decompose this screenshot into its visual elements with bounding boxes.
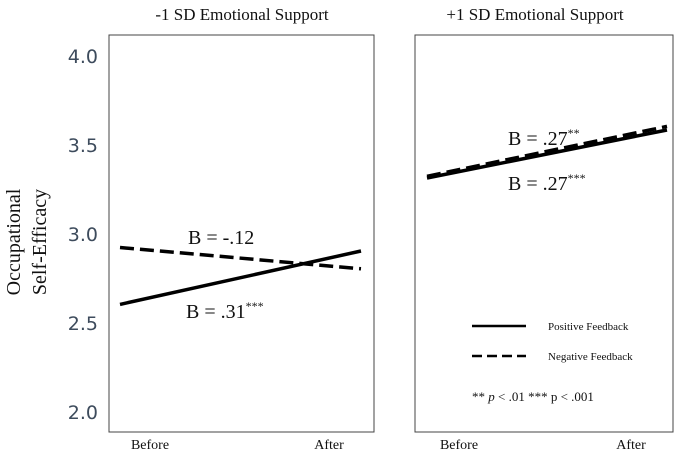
series-lines <box>426 124 668 180</box>
x-tick-label: Before <box>131 438 169 453</box>
panel-left: -1 SD Emotional Support Before After B =… <box>108 5 375 453</box>
y-tick-label: 3.5 <box>68 135 98 157</box>
positive-feedback-line <box>426 128 668 180</box>
annotation-negative: B = .27** <box>508 126 580 150</box>
panel-frame <box>108 34 375 433</box>
y-ticks: 4.0 3.5 3.0 2.5 2.0 <box>68 46 98 424</box>
annotation-positive: B = .31*** <box>186 299 264 323</box>
legend-label: Negative Feedback <box>548 351 633 363</box>
x-tick-label: After <box>616 438 646 453</box>
negative-feedback-line <box>119 245 362 271</box>
y-tick-label: 4.0 <box>68 46 98 68</box>
series-lines <box>119 245 362 307</box>
legend: Positive Feedback Negative Feedback <box>472 321 633 363</box>
y-axis-label-line2: Self-Efficacy <box>29 189 51 295</box>
legend-label: Positive Feedback <box>548 321 629 333</box>
y-tick-label: 3.0 <box>68 224 98 246</box>
y-tick-label: 2.5 <box>68 313 98 335</box>
y-axis-label: Occupational Self-Efficacy <box>3 188 51 295</box>
annotation-positive: B = .27*** <box>508 171 586 195</box>
significance-note: ** p < .01 *** p < .001 <box>472 389 594 404</box>
annotation-negative: B = -.12 <box>188 227 254 249</box>
y-tick-label: 2.0 <box>68 402 98 424</box>
y-axis-label-line1: Occupational <box>3 188 25 295</box>
panel-frame <box>414 34 674 433</box>
x-tick-label: Before <box>440 438 478 453</box>
x-tick-label: After <box>314 438 344 453</box>
panel-right: +1 SD Emotional Support Before After B =… <box>414 5 674 453</box>
positive-feedback-line <box>119 249 362 307</box>
panel-title: -1 SD Emotional Support <box>155 5 329 24</box>
panel-title: +1 SD Emotional Support <box>446 5 624 24</box>
negative-feedback-line <box>426 124 668 179</box>
